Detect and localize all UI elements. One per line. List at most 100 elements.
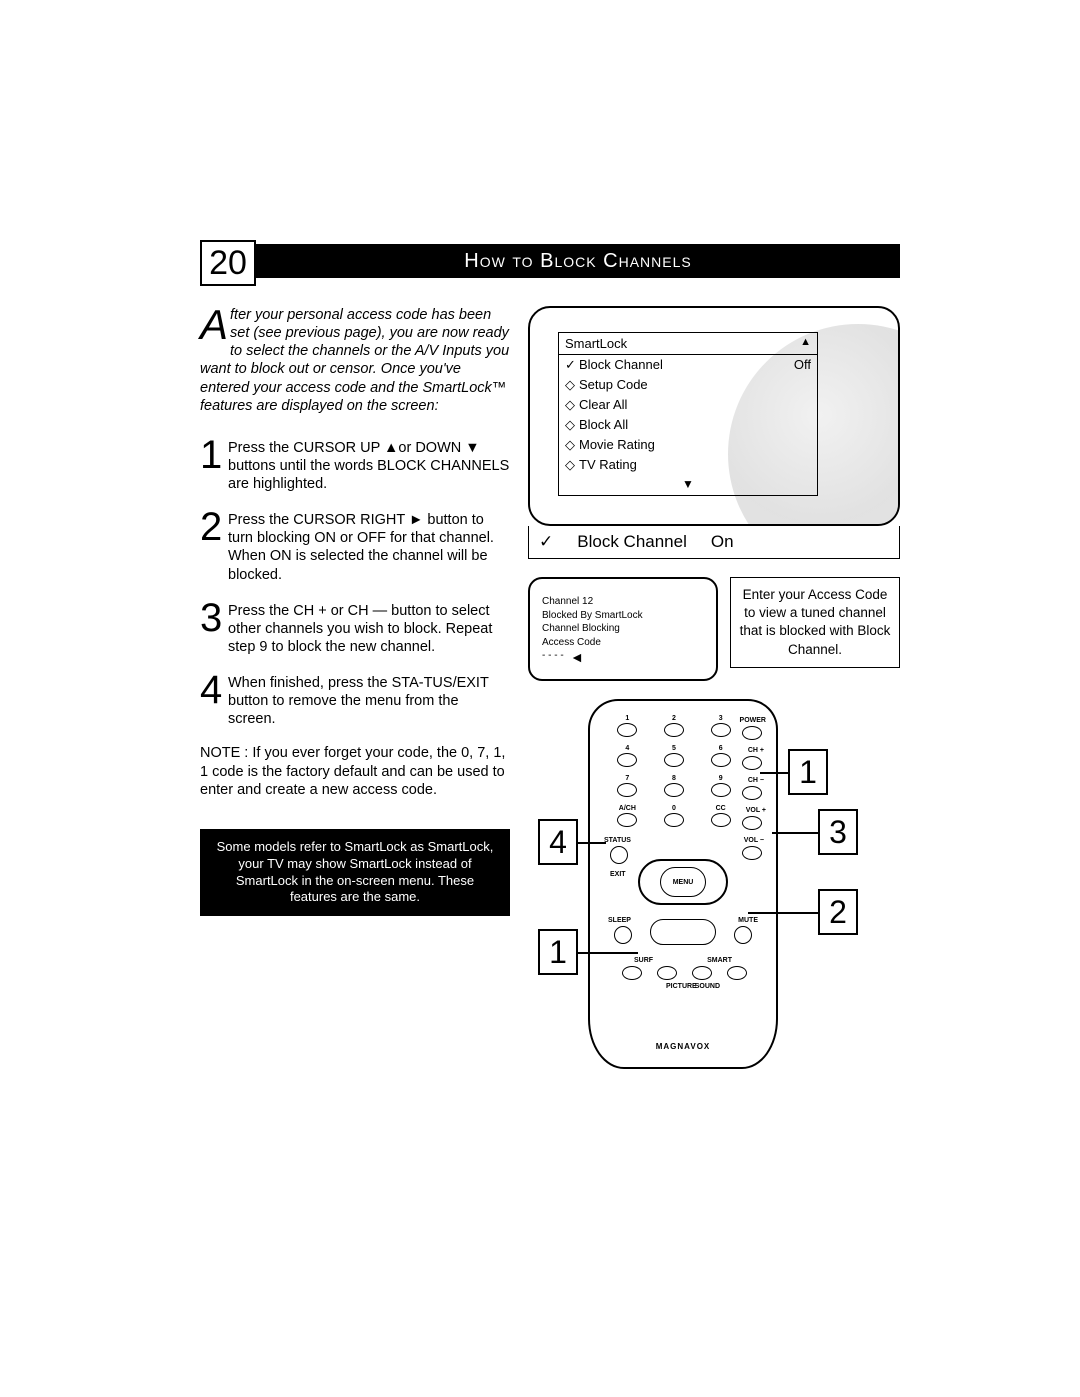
remote-button [617, 723, 637, 737]
access-code-caption: Enter your Access Code to view a tuned c… [730, 577, 900, 668]
key-label: SURF [634, 957, 653, 964]
leader-line [578, 952, 638, 954]
mini-line: Blocked By SmartLock [542, 609, 704, 623]
key-label: PICTURE [666, 983, 697, 990]
row-label: Clear All [579, 397, 811, 413]
remote-button [742, 816, 762, 830]
key-label: 2 [672, 715, 676, 722]
side-label: VOL − [744, 837, 764, 844]
intro-text: fter your personal access code has been … [200, 307, 509, 414]
side-label: VOL + [746, 807, 766, 814]
block-value: On [711, 532, 734, 552]
mini-tv-screen: Channel 12 Blocked By SmartLock Channel … [528, 577, 718, 681]
row-label: Block Channel [579, 357, 794, 373]
intro-paragraph: After your personal access code has been… [200, 306, 510, 415]
menu-title: SmartLock [565, 336, 627, 351]
mini-line: Channel 12 [542, 595, 704, 609]
remote-button [664, 783, 684, 797]
note-paragraph: NOTE : If you ever forget your code, the… [200, 744, 510, 798]
key-label: 8 [672, 775, 676, 782]
manual-page: 2 0 How to Block Channels After your pers… [200, 240, 900, 1079]
step-4: 4 When finished, press the STA-TUS/EXIT … [200, 672, 510, 728]
remote-button [692, 966, 712, 980]
row-label: Block All [579, 417, 811, 433]
key-label: 5 [672, 745, 676, 752]
remote-button [711, 783, 731, 797]
check-icon: ✓ [539, 532, 553, 552]
key-label: 6 [719, 745, 723, 752]
key-label: 3 [719, 715, 723, 722]
mini-line: Access Code [542, 636, 704, 650]
remote-button [657, 966, 677, 980]
page-title: How to Block Channels [256, 244, 900, 278]
remote-button [742, 726, 762, 740]
step-number: 3 [200, 600, 228, 656]
remote-button [664, 813, 684, 827]
key-label: 0 [672, 805, 676, 812]
row-bullet: ◇ [565, 377, 579, 393]
callout-2: 2 [818, 889, 858, 935]
row-value: Off [794, 357, 811, 373]
callout-1: 1 [788, 749, 828, 795]
block-label: Block Channel [577, 532, 687, 552]
leader-line [760, 772, 788, 774]
menu-button: MENU [660, 867, 706, 897]
remote-button [617, 753, 637, 767]
callout-1: 1 [538, 929, 578, 975]
down-arrow-icon: ▼ [559, 475, 817, 495]
rocker [650, 919, 716, 945]
remote-button [617, 783, 637, 797]
key-label: MUTE [738, 917, 758, 924]
row-bullet: ◇ [565, 397, 579, 413]
step-number: 2 [200, 509, 228, 584]
callout-4: 4 [538, 819, 578, 865]
row-label: TV Rating [579, 457, 811, 473]
row-bullet: ◇ [565, 417, 579, 433]
key-label: 7 [625, 775, 629, 782]
side-label: CH + [748, 747, 764, 754]
remote-button [711, 813, 731, 827]
remote-button [711, 723, 731, 737]
left-arrow-icon: ◄ [570, 648, 584, 667]
row-label: Setup Code [579, 377, 811, 393]
step-2: 2 Press the CURSOR RIGHT ► button to tur… [200, 509, 510, 584]
footer-note: Some models refer to SmartLock as SmartL… [200, 829, 510, 917]
remote-button [614, 926, 632, 944]
key-label: SOUND [695, 983, 720, 990]
key-label: STATUS [604, 837, 631, 844]
row-bullet: ◇ [565, 437, 579, 453]
row-bullet: ◇ [565, 457, 579, 473]
remote-button [622, 966, 642, 980]
step-number: 1 [200, 437, 228, 493]
access-code-wrap: Channel 12 Blocked By SmartLock Channel … [528, 577, 900, 681]
remote-button [734, 926, 752, 944]
intro-dropcap: A [200, 306, 230, 344]
key-label: 1 [625, 715, 629, 722]
step-1: 1 Press the CURSOR UP ▲or DOWN ▼ buttons… [200, 437, 510, 493]
block-channel-on-bar: ✓ Block Channel On [528, 526, 900, 559]
step-text: When finished, press the STA-TUS/EXIT bu… [228, 672, 510, 728]
remote-button [617, 813, 637, 827]
key-label: SLEEP [608, 917, 631, 924]
remote-button [664, 723, 684, 737]
up-arrow-icon: ▲ [800, 336, 811, 351]
step-3: 3 Press the CH + or CH — button to selec… [200, 600, 510, 656]
step-text: Press the CH + or CH — button to select … [228, 600, 510, 656]
step-text: Press the CURSOR UP ▲or DOWN ▼ buttons u… [228, 437, 510, 493]
callout-3: 3 [818, 809, 858, 855]
remote-button [727, 966, 747, 980]
leader-line [772, 832, 818, 834]
remote-button [742, 756, 762, 770]
leader-line [578, 842, 606, 844]
remote-diagram: 1 2 3 POWER 4 5 6 CH + [528, 699, 900, 1079]
side-label: POWER [740, 717, 766, 724]
row-bullet: ✓ [565, 357, 579, 373]
step-text: Press the CURSOR RIGHT ► button to turn … [228, 509, 510, 584]
key-label: EXIT [610, 871, 626, 878]
mini-line: Channel Blocking [542, 622, 704, 636]
side-label: CH − [748, 777, 764, 784]
row-label: Movie Rating [579, 437, 811, 453]
key-label: A/CH [619, 805, 636, 812]
remote-button [711, 753, 731, 767]
remote-button [742, 846, 762, 860]
